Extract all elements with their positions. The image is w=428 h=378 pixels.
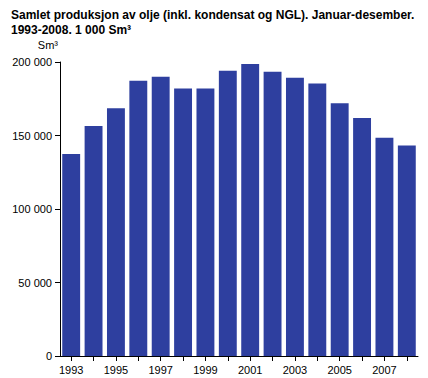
svg-text:2005: 2005 — [327, 364, 351, 376]
svg-text:2001: 2001 — [238, 364, 262, 376]
svg-text:200 000: 200 000 — [12, 56, 52, 68]
svg-text:1993-2008. 1 000 Sm³: 1993-2008. 1 000 Sm³ — [11, 23, 131, 37]
svg-text:50 000: 50 000 — [18, 277, 52, 289]
svg-text:0: 0 — [46, 350, 52, 362]
svg-text:2007: 2007 — [372, 364, 396, 376]
svg-text:Sm³: Sm³ — [38, 39, 59, 51]
svg-text:1993: 1993 — [59, 364, 83, 376]
svg-text:100 000: 100 000 — [12, 203, 52, 215]
svg-text:2003: 2003 — [283, 364, 307, 376]
svg-text:1995: 1995 — [104, 364, 128, 376]
svg-text:1997: 1997 — [148, 364, 172, 376]
svg-text:Samlet produksjon av olje (ink: Samlet produksjon av olje (inkl. kondens… — [11, 8, 418, 22]
svg-text:150 000: 150 000 — [12, 130, 52, 142]
svg-text:1999: 1999 — [193, 364, 217, 376]
